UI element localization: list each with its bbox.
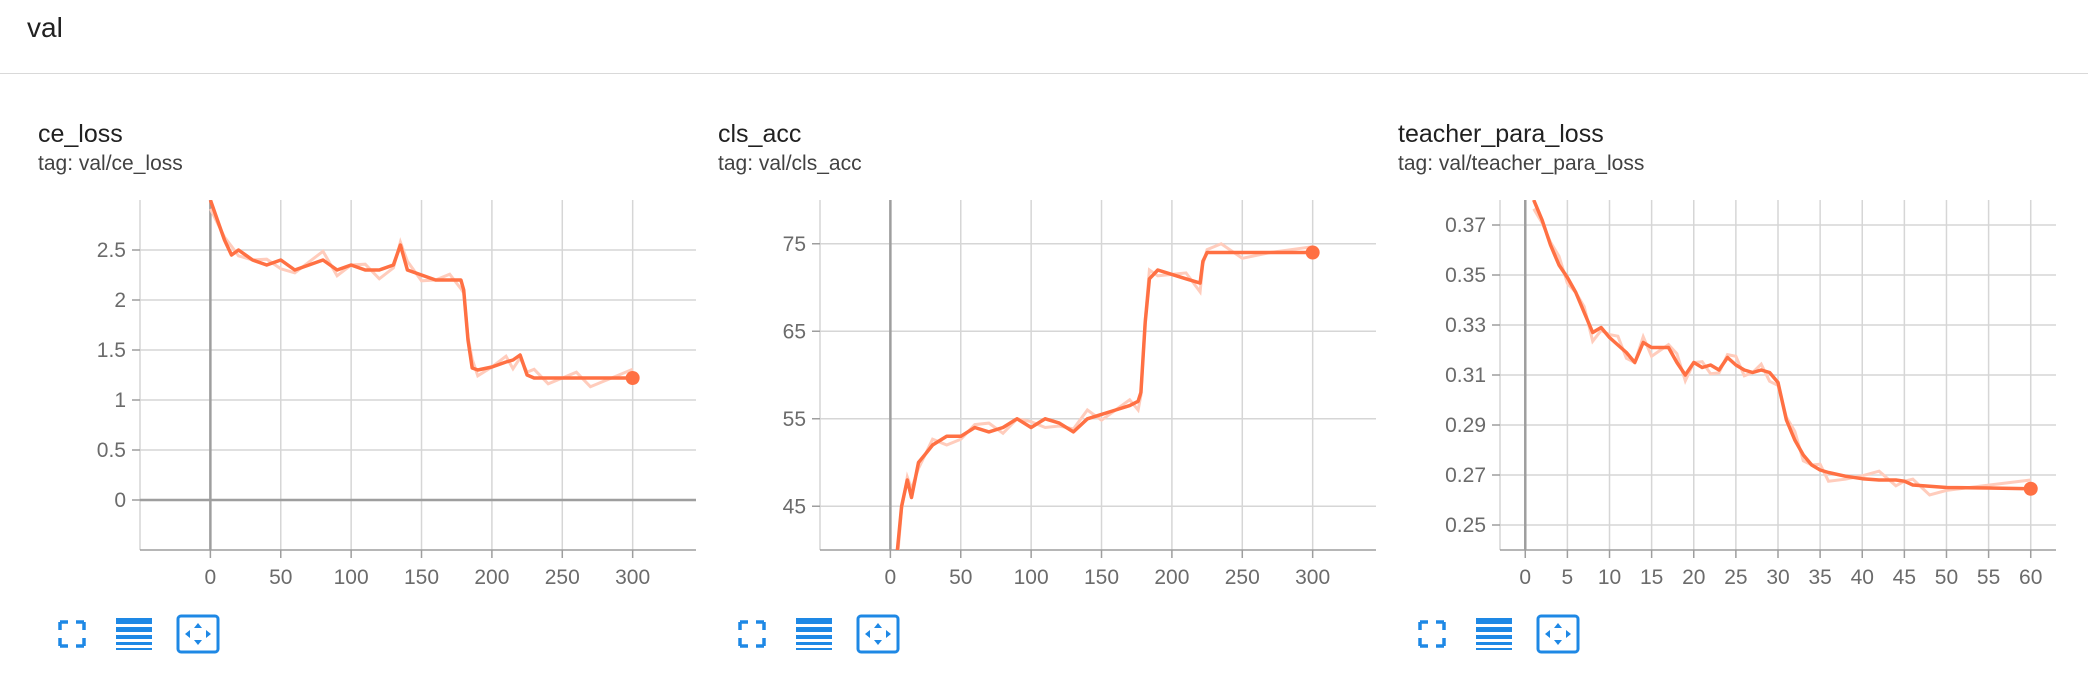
series-raw-line: [896, 242, 1313, 550]
fullscreen-icon: [738, 620, 766, 648]
card-tag: tag: val/ce_loss: [38, 152, 183, 175]
x-tick-label: 45: [1893, 566, 1916, 589]
x-tick-label: 0: [885, 566, 897, 589]
series-line[interactable]: [895, 250, 1313, 551]
series-last-point[interactable]: [1305, 245, 1320, 260]
card-toolbar: [28, 612, 328, 662]
line-chart[interactable]: 0 50 100 150 200 250 300 0 0.5 1 1.5 2 2.5: [28, 190, 708, 610]
fullscreen-icon: [58, 620, 86, 648]
x-tick-label: 0: [1519, 566, 1531, 589]
card-title: teacher_para_loss: [1398, 120, 1604, 148]
card-tag: tag: val/teacher_para_loss: [1398, 152, 1645, 175]
fit-domain-icon: [856, 614, 900, 654]
x-tick-label: 35: [1808, 566, 1831, 589]
y-tick-label: 1.5: [97, 339, 126, 362]
y-tick-label: 0.35: [1445, 264, 1486, 287]
card-toolbar: [1388, 612, 1688, 662]
x-tick-label: 30: [1766, 566, 1789, 589]
fit-domain-icon: [176, 614, 220, 654]
y-tick-label: 0.27: [1445, 464, 1486, 487]
x-tick-label: 250: [1225, 566, 1260, 589]
y-tick-label: 0.33: [1445, 314, 1486, 337]
toggle-log-scale-icon: [796, 618, 832, 650]
x-tick-label: 55: [1977, 566, 2000, 589]
y-tick-label: 0.37: [1445, 214, 1486, 237]
y-tick-label: 55: [783, 408, 806, 431]
y-tick-label: 2: [114, 289, 126, 312]
group-title: val: [27, 12, 63, 43]
x-tick-label: 10: [1598, 566, 1621, 589]
x-tick-label: 100: [1014, 566, 1049, 589]
y-tick-label: 0.29: [1445, 414, 1486, 437]
card-tag: tag: val/cls_acc: [718, 152, 862, 175]
y-tick-label: 0.5: [97, 439, 126, 462]
x-tick-label: 50: [269, 566, 292, 589]
x-tick-label: 15: [1640, 566, 1663, 589]
x-tick-label: 60: [2019, 566, 2042, 589]
fit-domain-icon: [1536, 614, 1580, 654]
x-tick-label: 300: [615, 566, 650, 589]
toggle-log-scale-icon: [116, 618, 152, 650]
chart-card-cls-acc: cls_acc tag: val/cls_acc 0 50 100 150 200 250…: [708, 112, 1376, 672]
series-raw-line: [1532, 208, 2031, 497]
card-title: ce_loss: [38, 120, 123, 148]
y-tick-label: 1: [114, 389, 126, 412]
y-tick-label: 45: [783, 495, 806, 518]
x-tick-label: 0: [205, 566, 217, 589]
x-tick-label: 50: [949, 566, 972, 589]
line-chart[interactable]: 0 50 100 150 200 250 300 45 55 65 75: [708, 190, 1388, 610]
card-title: cls_acc: [718, 120, 802, 148]
x-tick-label: 20: [1682, 566, 1705, 589]
y-tick-label: 0: [114, 489, 126, 512]
line-chart[interactable]: 0 5 10 15 20 25 30 35 40 45 50 55 60 0.25 0.27 0.29 0.31…: [1388, 190, 2068, 610]
x-tick-label: 25: [1724, 566, 1747, 589]
group-header: val: [0, 0, 2088, 74]
grid: [1500, 200, 2056, 550]
grid: [140, 200, 696, 550]
x-tick-label: 250: [545, 566, 580, 589]
log-scale-button[interactable]: [1470, 612, 1518, 656]
fullscreen-button[interactable]: [728, 612, 776, 656]
x-tick-label: 50: [1935, 566, 1958, 589]
series-last-point[interactable]: [625, 371, 640, 385]
series-last-point[interactable]: [2023, 481, 2038, 496]
y-tick-label: 0.31: [1445, 364, 1486, 387]
x-tick-label: 5: [1562, 566, 1574, 589]
fullscreen-button[interactable]: [48, 612, 96, 656]
y-tick-label: 0.25: [1445, 514, 1486, 537]
fit-domain-button[interactable]: [174, 612, 222, 656]
series-line[interactable]: [208, 200, 633, 380]
x-tick-label: 150: [1084, 566, 1119, 589]
series-line[interactable]: [1532, 200, 2031, 491]
y-tick-label: 75: [783, 233, 806, 256]
fullscreen-button[interactable]: [1408, 612, 1456, 656]
x-tick-label: 200: [474, 566, 509, 589]
x-tick-label: 300: [1295, 566, 1330, 589]
x-tick-label: 200: [1154, 566, 1189, 589]
x-tick-label: 40: [1851, 566, 1874, 589]
log-scale-button[interactable]: [790, 612, 838, 656]
fit-domain-button[interactable]: [1534, 612, 1582, 656]
chart-card-ce-loss: ce_loss tag: val/ce_loss 0 50 100 150 200 250…: [28, 112, 696, 672]
x-tick-label: 150: [404, 566, 439, 589]
toggle-log-scale-icon: [1476, 618, 1512, 650]
x-tick-label: 100: [334, 566, 369, 589]
fullscreen-icon: [1418, 620, 1446, 648]
card-toolbar: [708, 612, 1008, 662]
fit-domain-button[interactable]: [854, 612, 902, 656]
y-tick-label: 65: [783, 320, 806, 343]
log-scale-button[interactable]: [110, 612, 158, 656]
y-tick-label: 2.5: [97, 239, 126, 262]
chart-card-teacher-para-loss: teacher_para_loss tag: val/teacher_para_…: [1388, 112, 2056, 672]
